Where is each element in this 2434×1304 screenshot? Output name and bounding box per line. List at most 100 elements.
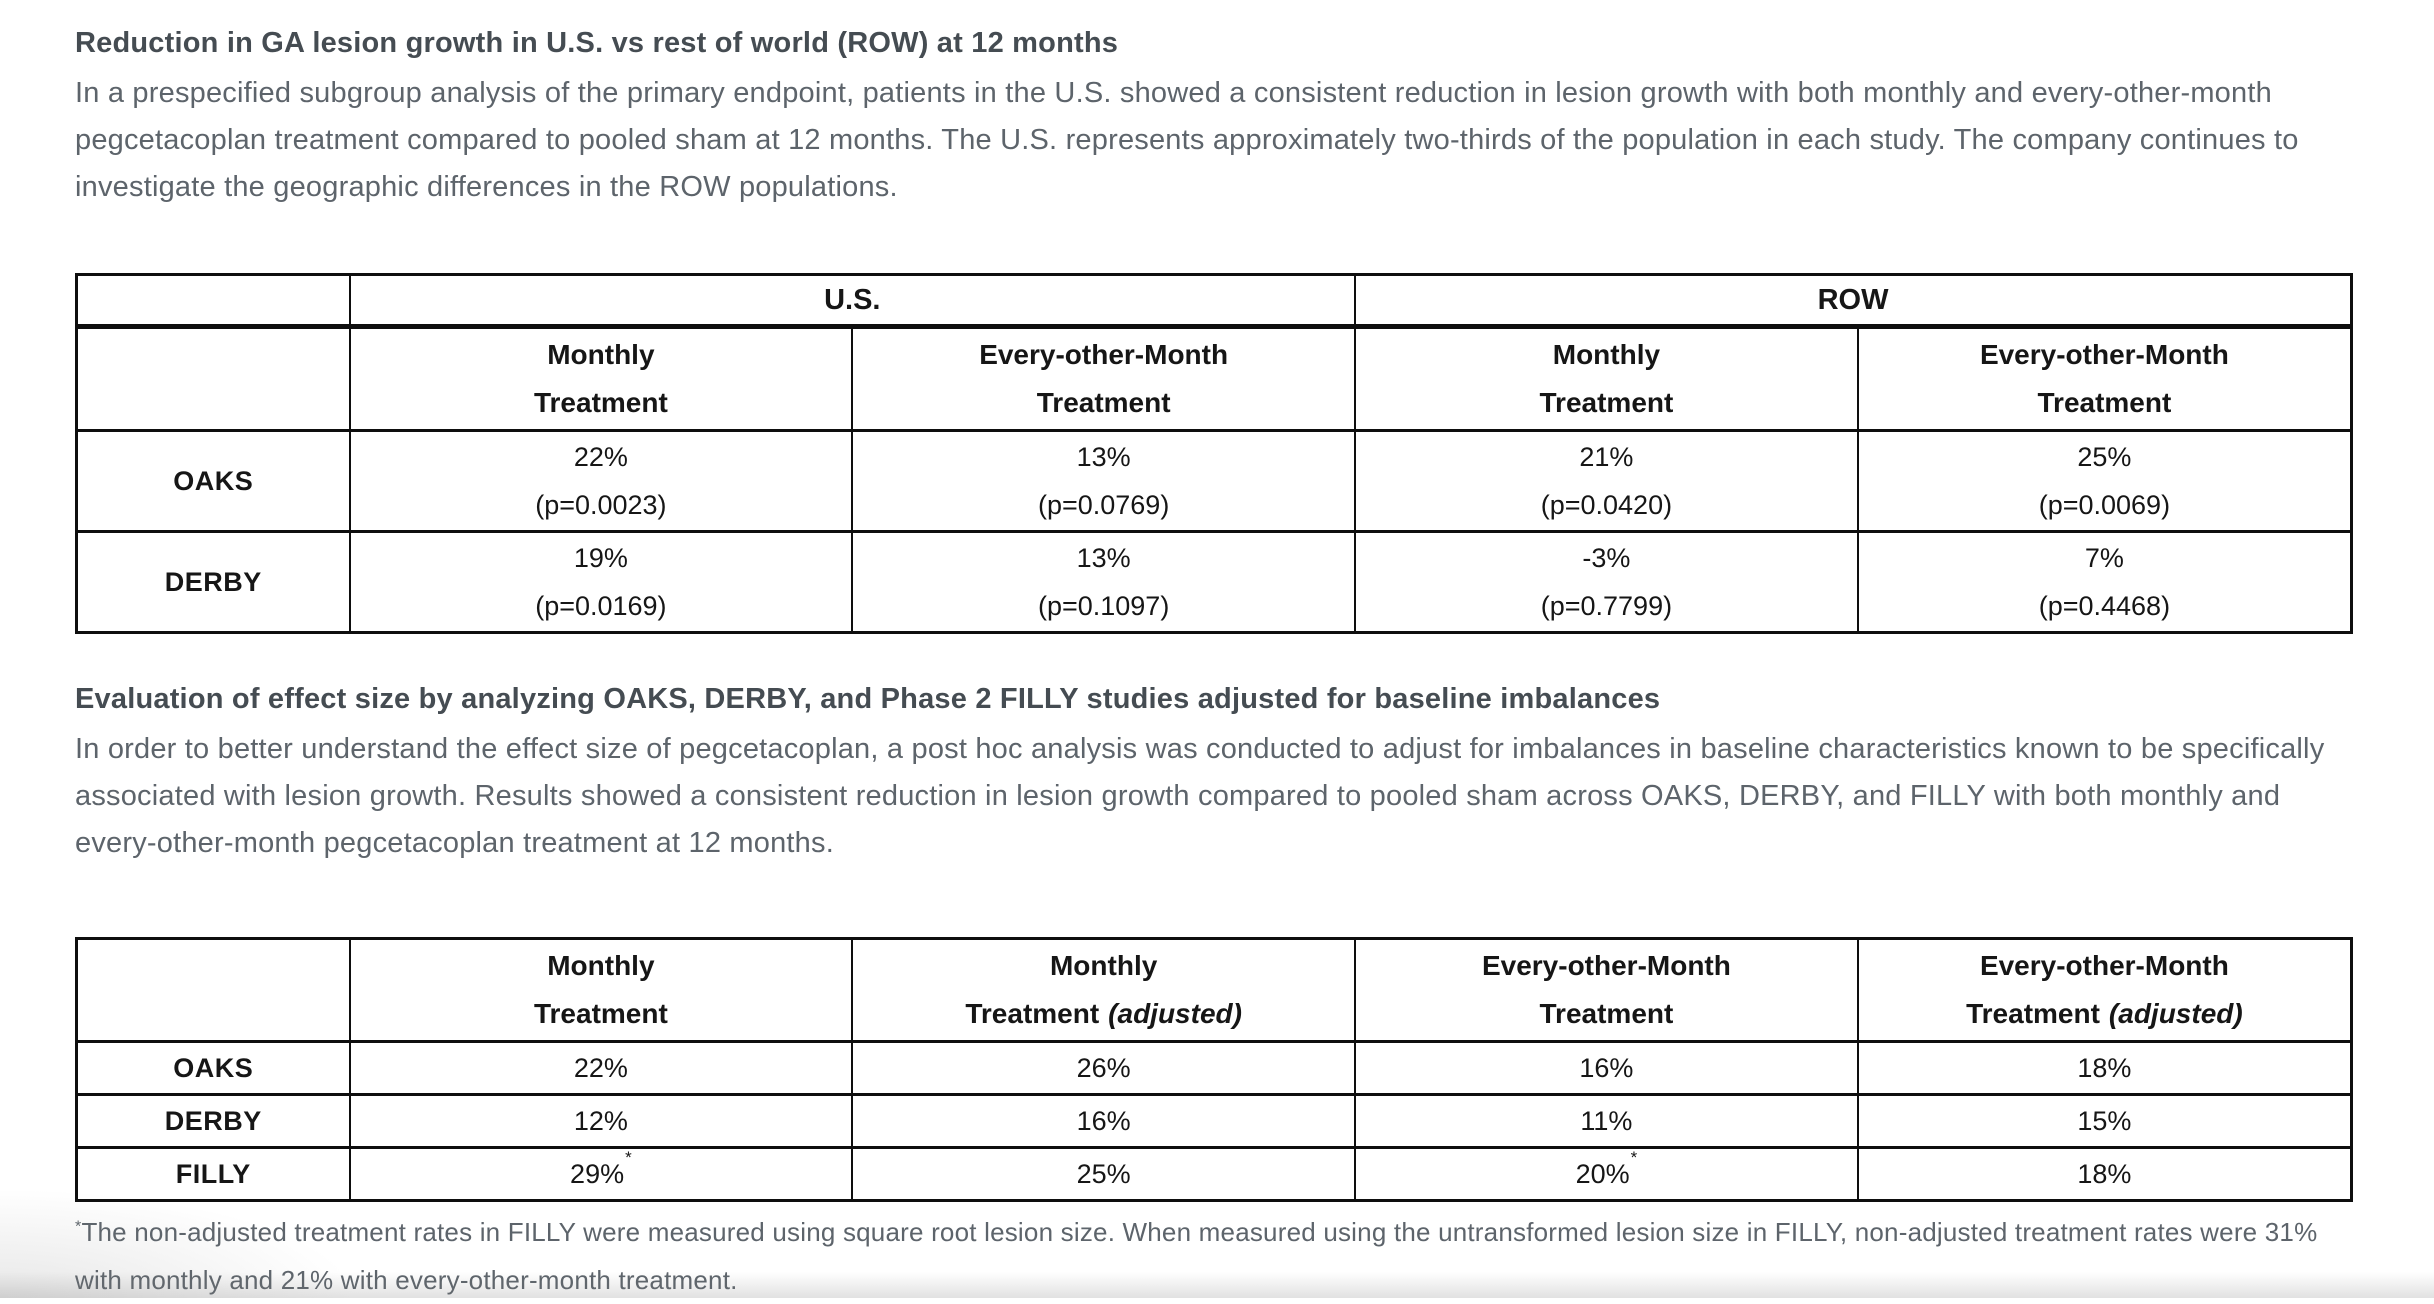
- table2-row-oaks: OAKS 22% 26% 16% 18%: [75, 1040, 2353, 1096]
- table1-row-derby: DERBY 19% (p=0.0169) 13% (p=0.1097) -3% …: [75, 530, 2353, 634]
- table2-cell: 18%: [1856, 1040, 2353, 1096]
- header-line-2: Treatment: [533, 387, 668, 418]
- table2-cell: 16%: [851, 1093, 1357, 1149]
- table1-region-header-row-world: ROW: [1354, 273, 2353, 329]
- header-line-2: Treatment: [1539, 998, 1674, 1029]
- cell-value: 26%: [1076, 1052, 1131, 1083]
- cell-value: 25%: [2077, 442, 2132, 472]
- cell-p-value: (p=0.4468): [2038, 591, 2171, 621]
- header-line-1: Every-other-Month: [979, 339, 1229, 370]
- section1-paragraph: In a prespecified subgroup analysis of t…: [75, 77, 2299, 203]
- section2-heading: Evaluation of effect size by analyzing O…: [75, 683, 1661, 715]
- table1-header-us-monthly: Monthly Treatment: [348, 325, 854, 432]
- header-line-1: Every-other-Month: [1481, 950, 1731, 981]
- cell-p-value: (p=0.7799): [1540, 591, 1673, 621]
- table1-corner-cell-top: [75, 273, 351, 329]
- table2-row-label-derby: DERBY: [75, 1093, 351, 1149]
- header-line-2: Treatment: [2037, 387, 2172, 418]
- table2-cell: 16%: [1354, 1040, 1859, 1096]
- table2-row-label-oaks: OAKS: [75, 1040, 351, 1096]
- table1-cell: 7% (p=0.4468): [1856, 530, 2353, 634]
- table1-column-header-row: Monthly Treatment Every-other-Month Trea…: [75, 325, 2353, 432]
- header-line-2: Treatment: [1966, 998, 2100, 1029]
- table2-cell: 15%: [1856, 1093, 2353, 1149]
- table2-cell: 22%: [348, 1040, 854, 1096]
- cell-value: 13%: [1076, 543, 1131, 573]
- header-line-2: Treatment: [533, 998, 668, 1029]
- cell-value: 19%: [573, 543, 628, 573]
- cell-value: 21%: [1579, 442, 1634, 472]
- cell-value: 20%: [1575, 1159, 1630, 1189]
- table1-header-row-eom: Every-other-Month Treatment: [1856, 325, 2353, 432]
- header-line-1: Monthly: [547, 950, 655, 981]
- header-line-1: Monthly: [547, 339, 655, 370]
- table2-cell: 26%: [851, 1040, 1357, 1096]
- cell-value: 7%: [2084, 543, 2124, 573]
- cell-p-value: (p=0.0023): [535, 490, 667, 520]
- header-line-1: Every-other-Month: [1979, 339, 2229, 370]
- effect-size-table: Monthly Treatment Monthly Treatment (adju…: [75, 937, 2353, 1202]
- table2-header-monthly-adjusted: Monthly Treatment (adjusted): [851, 937, 1357, 1043]
- cell-value: 22%: [573, 1052, 628, 1083]
- header-line-1: Monthly: [1552, 339, 1661, 370]
- cell-p-value: (p=0.0769): [1037, 490, 1170, 520]
- table1-cell: 19% (p=0.0169): [348, 530, 854, 634]
- cell-value: 12%: [573, 1105, 628, 1136]
- table1-row-label-derby: DERBY: [75, 530, 351, 634]
- cell-p-value: (p=0.1097): [1037, 591, 1170, 621]
- table1-cell: -3% (p=0.7799): [1354, 530, 1859, 634]
- table1-cell: 25% (p=0.0069): [1856, 429, 2353, 533]
- cell-p-value: (p=0.0169): [535, 591, 667, 621]
- section1-heading: Reduction in GA lesion growth in U.S. vs…: [75, 27, 1119, 59]
- cell-value: 11%: [1580, 1105, 1633, 1136]
- cell-p-value: (p=0.0420): [1540, 490, 1673, 520]
- table1-cell: 21% (p=0.0420): [1354, 429, 1859, 533]
- cell-value: -3%: [1582, 543, 1631, 573]
- table2-footnote: *The non-adjusted treatment rates in FIL…: [75, 1208, 2353, 1304]
- table1-cell: 22% (p=0.0023): [348, 429, 854, 533]
- header-line-1: Monthly: [1049, 950, 1158, 981]
- cell-value: 18%: [2077, 1158, 2132, 1189]
- header-adjusted-label: (adjusted): [2108, 998, 2243, 1029]
- table1-cell: 13% (p=0.1097): [851, 530, 1357, 634]
- header-line-2: Treatment: [1036, 387, 1171, 418]
- table2-header-eom: Every-other-Month Treatment: [1354, 937, 1859, 1043]
- table2-column-header-row: Monthly Treatment Monthly Treatment (adju…: [75, 937, 2353, 1043]
- cell-p-value: (p=0.0069): [2038, 490, 2171, 520]
- footnote-text: The non-adjusted treatment rates in FILL…: [75, 1217, 2318, 1295]
- table1-corner-cell-bottom: [75, 325, 351, 432]
- cell-footnote-marker: *: [625, 1148, 632, 1167]
- cell-value: 16%: [1076, 1105, 1131, 1136]
- header-line-1: Every-other-Month: [1979, 950, 2229, 981]
- table2-corner-cell: [75, 937, 351, 1043]
- table1-row-label-oaks: OAKS: [75, 429, 351, 533]
- table2-row-filly: FILLY 29%* 25% 20%* 18%: [75, 1146, 2353, 1202]
- header-adjusted-label: (adjusted): [1108, 998, 1242, 1029]
- header-line-2: Treatment: [965, 998, 1100, 1029]
- cell-value: 15%: [2077, 1105, 2132, 1136]
- cell-value: 25%: [1076, 1158, 1131, 1189]
- table2-cell: 18%: [1856, 1146, 2353, 1202]
- cell-value: 18%: [2077, 1052, 2132, 1083]
- table2-cell: 20%*: [1354, 1146, 1859, 1202]
- cell-value: 29%: [570, 1159, 625, 1189]
- table2-header-eom-adjusted: Every-other-Month Treatment (adjusted): [1856, 937, 2353, 1043]
- table1-header-us-eom: Every-other-Month Treatment: [851, 325, 1357, 432]
- footnote-asterisk: *: [75, 1218, 82, 1236]
- table2-row-label-filly: FILLY: [75, 1146, 351, 1202]
- cell-value: 16%: [1579, 1052, 1634, 1083]
- table1-header-row-monthly: Monthly Treatment: [1354, 325, 1859, 432]
- us-vs-row-table: U.S. ROW Monthly Treatment Every-other-M…: [75, 273, 2353, 634]
- table2-row-derby: DERBY 12% 16% 11% 15%: [75, 1093, 2353, 1149]
- cell-footnote-marker: *: [1630, 1148, 1638, 1167]
- table1-cell: 13% (p=0.0769): [851, 429, 1357, 533]
- table2-cell: 25%: [851, 1146, 1357, 1202]
- table2-cell: 11%: [1354, 1093, 1859, 1149]
- cell-value: 22%: [573, 442, 628, 472]
- cell-value: 13%: [1076, 442, 1131, 472]
- table1-region-header-us: U.S.: [348, 273, 1357, 329]
- table2-cell: 12%: [348, 1093, 854, 1149]
- table2-header-monthly: Monthly Treatment: [348, 937, 854, 1043]
- table1-region-header-row: U.S. ROW: [75, 273, 2353, 329]
